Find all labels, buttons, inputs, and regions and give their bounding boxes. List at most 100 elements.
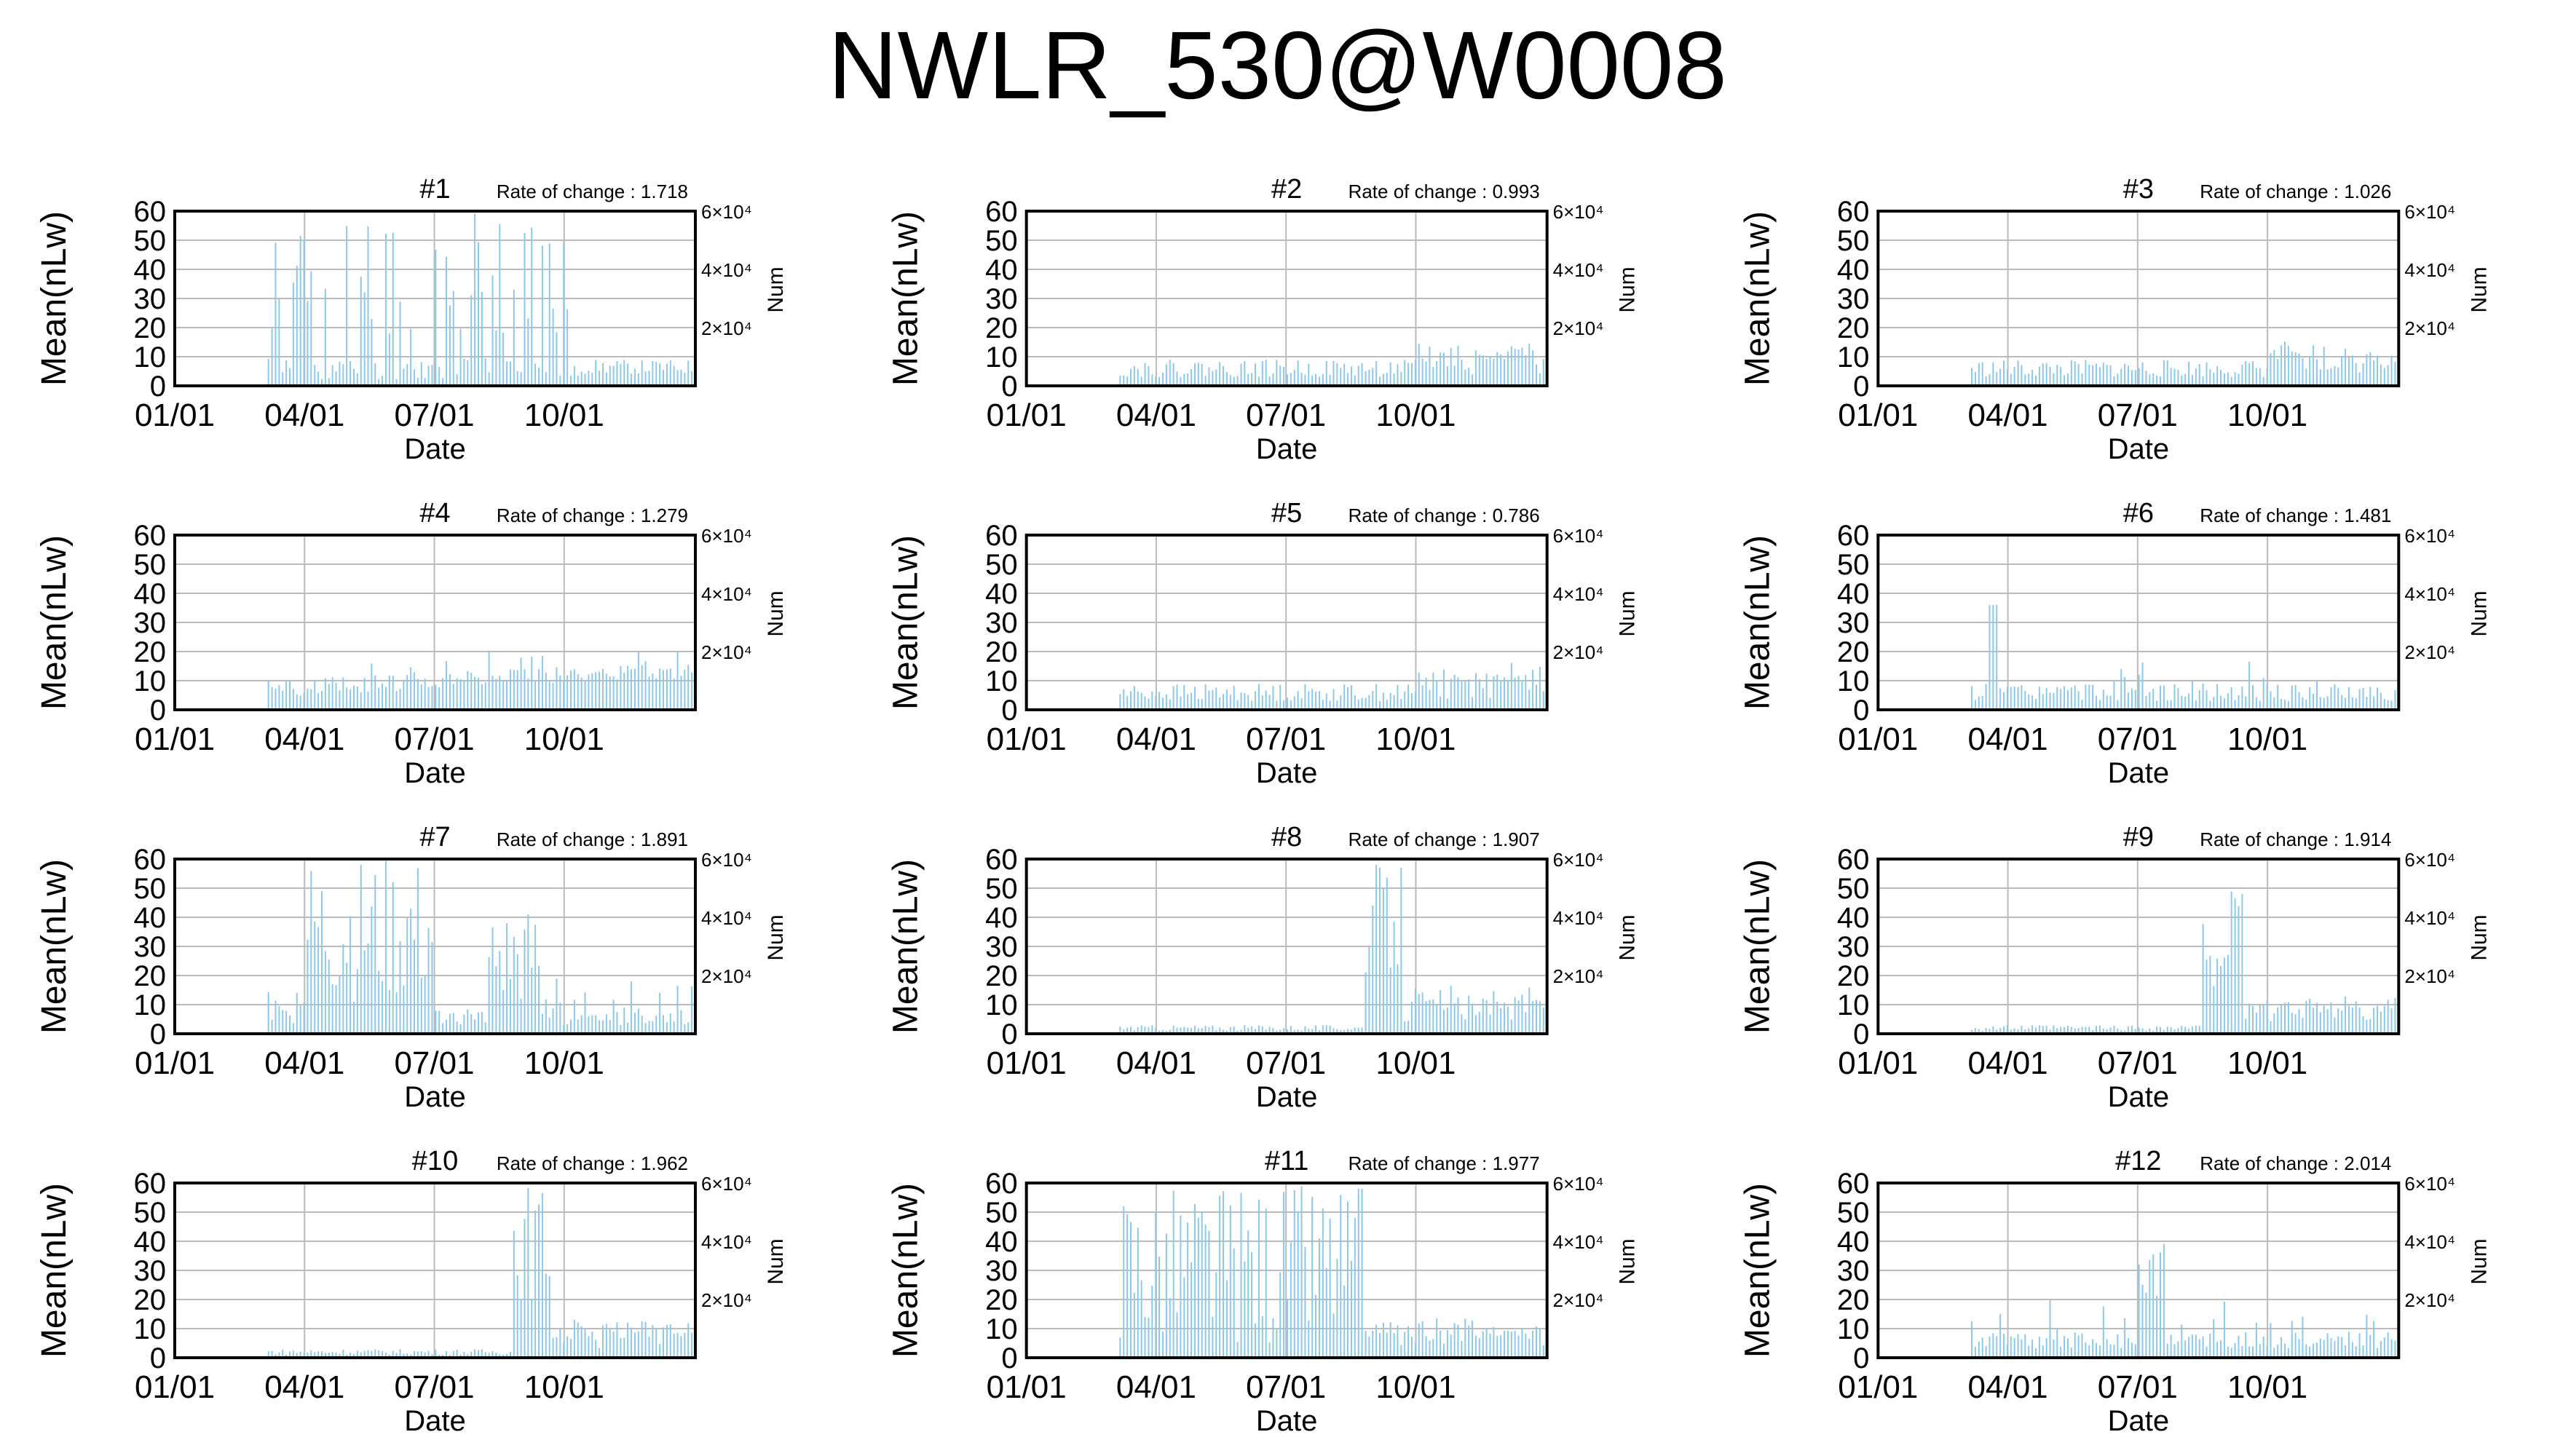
y-axis-label: Mean(nLw) [35,211,74,386]
y-tick-label: 60 [134,196,167,228]
y2-tick-label: 4×10⁴ [2404,583,2455,605]
y-tick-label: 50 [985,225,1018,257]
x-axis-label: Date [2108,1081,2170,1113]
x-tick-label: 07/01 [1246,1045,1326,1081]
x-tick-label: 10/01 [524,397,604,433]
y-tick-label: 40 [134,578,167,610]
y-axis-label: Mean(nLw) [35,1183,74,1358]
y-tick-label: 10 [985,1313,1018,1345]
y2-tick-label: 6×10⁴ [701,201,752,223]
x-tick-label: 07/01 [1246,721,1326,757]
y2-tick-label: 2×10⁴ [2404,641,2455,663]
y-tick-label: 0 [150,371,166,403]
x-axis-label: Date [1256,1081,1318,1113]
y-tick-label: 0 [1001,1018,1017,1051]
y-tick-label: 60 [1837,520,1870,552]
y2-tick-label: 6×10⁴ [1553,201,1604,223]
x-tick-label: 07/01 [2098,721,2178,757]
x-tick-label: 10/01 [1375,397,1456,433]
y-tick-label: 60 [1837,1168,1870,1200]
y-tick-label: 50 [985,873,1018,905]
y2-axis-label: Num [1616,1238,1640,1284]
plot-frame [1024,534,1549,711]
y2-tick-label: 2×10⁴ [1553,1289,1604,1311]
y-tick-label: 60 [134,520,167,552]
y2-tick-label: 2×10⁴ [1553,641,1604,663]
x-tick-label: 10/01 [524,1369,604,1405]
y-tick-label: 0 [1853,1342,1869,1374]
x-tick-label: 10/01 [1375,1369,1456,1405]
rate-of-change-label: Rate of change : 1.914 [2200,828,2391,850]
x-tick-label: 04/01 [1968,1045,2048,1081]
y-tick-label: 50 [134,873,167,905]
x-tick-label: 01/01 [1838,1045,1918,1081]
y-tick-label: 60 [985,1168,1018,1200]
y-tick-label: 40 [1837,1226,1870,1258]
x-tick-label: 04/01 [1968,397,2048,433]
y-tick-label: 40 [985,1226,1018,1258]
y2-tick-label: 2×10⁴ [2404,1289,2455,1311]
y-tick-label: 10 [134,665,167,697]
y2-axis-label: Num [1616,590,1640,636]
y2-axis-label: Num [764,914,788,960]
y-tick-label: 50 [985,549,1018,581]
y2-tick-label: 4×10⁴ [2404,907,2455,929]
y-axis-label: Mean(nLw) [1738,535,1777,710]
panel-title: #10 [412,1146,458,1176]
panel-title: #5 [1271,498,1302,529]
rate-of-change-label: Rate of change : 1.279 [497,505,688,526]
x-tick-label: 10/01 [2227,1045,2307,1081]
y2-tick-label: 4×10⁴ [2404,259,2455,281]
y-tick-label: 10 [1837,341,1870,373]
x-tick-label: 01/01 [987,1045,1067,1081]
y2-tick-label: 6×10⁴ [2404,849,2455,871]
x-tick-label: 01/01 [135,1369,215,1405]
y-tick-label: 0 [150,1018,166,1051]
y-tick-label: 40 [134,1226,167,1258]
x-tick-label: 10/01 [2227,721,2307,757]
y2-tick-label: 6×10⁴ [1553,525,1604,547]
x-axis-label: Date [1256,757,1318,789]
x-tick-label: 10/01 [524,721,604,757]
y2-axis-label: Num [2467,1238,2491,1284]
x-tick-label: 07/01 [1246,1369,1326,1405]
plot-frame [173,1182,697,1359]
x-tick-label: 10/01 [1375,721,1456,757]
x-tick-label: 04/01 [264,721,344,757]
y-tick-label: 30 [1837,931,1870,963]
x-tick-label: 04/01 [264,1369,344,1405]
y2-tick-label: 4×10⁴ [1553,259,1604,281]
y-tick-label: 30 [985,1255,1018,1287]
y-tick-label: 50 [134,1197,167,1229]
x-tick-label: 01/01 [987,397,1067,433]
page-title: NWLR_530@W0008 [828,12,1727,119]
y-tick-label: 30 [985,607,1018,639]
y2-tick-label: 4×10⁴ [701,1231,752,1253]
y2-tick-label: 4×10⁴ [701,583,752,605]
rate-of-change-label: Rate of change : 0.786 [1348,505,1540,526]
panel-title: #2 [1271,174,1302,205]
rate-of-change-label: Rate of change : 1.026 [2200,181,2391,202]
y2-tick-label: 4×10⁴ [701,259,752,281]
y-tick-label: 30 [985,931,1018,963]
x-tick-label: 04/01 [1116,721,1196,757]
x-tick-label: 04/01 [1968,721,2048,757]
y-tick-label: 60 [1837,196,1870,228]
x-tick-label: 01/01 [1838,1369,1918,1405]
chart-grid: #1 Rate of change : 1.718010203040506001/… [35,174,2491,1437]
y-axis-label: Mean(nLw) [887,859,925,1034]
panel-title: #6 [2123,498,2154,529]
x-tick-label: 01/01 [135,397,215,433]
x-axis-label: Date [2108,757,2170,789]
rate-of-change-label: Rate of change : 1.891 [497,828,688,850]
x-axis-label: Date [404,1081,466,1113]
y-axis-label: Mean(nLw) [35,535,74,710]
x-tick-label: 07/01 [394,397,474,433]
y-tick-label: 10 [1837,989,1870,1021]
